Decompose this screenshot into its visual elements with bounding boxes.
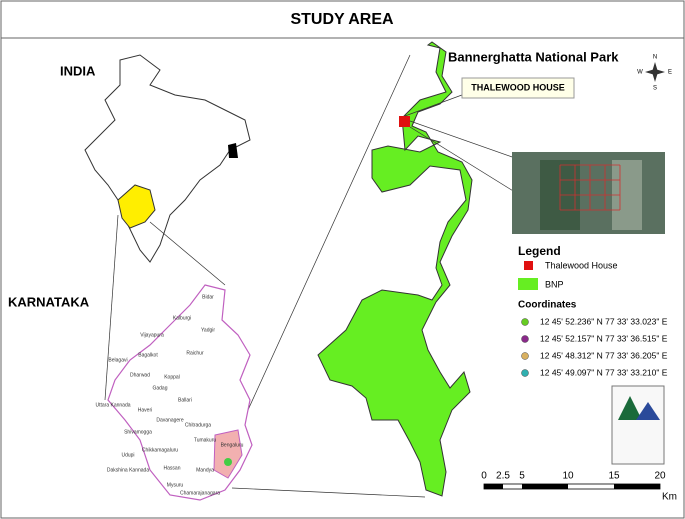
district-label: Chamarajanagara (180, 490, 220, 496)
district-label: Mysuru (167, 482, 184, 488)
connector (149, 221, 226, 286)
coordinate-dot (521, 369, 529, 377)
bengaluru-region (213, 429, 243, 479)
callout-box (461, 77, 575, 99)
district-label: Koppal (164, 374, 180, 380)
district-label: Udupi (121, 452, 134, 458)
scale-label: 15 (608, 471, 620, 482)
coordinate-dot (521, 318, 529, 326)
coordinate-dot (521, 352, 529, 360)
bnp-location (224, 458, 232, 466)
district-label: Hassan (164, 465, 181, 471)
coordinate-text: 12 45' 48.312" N 77 33' 36.205" E (540, 350, 668, 360)
legend-title: Legend (518, 244, 561, 258)
district-label: Belagavi (108, 357, 127, 363)
district-label: Vijayapura (140, 332, 164, 338)
connector (104, 214, 119, 401)
scale-segment (484, 484, 503, 489)
karnataka-highlight (117, 184, 156, 229)
karnataka-label: KARNATAKA (8, 294, 90, 309)
logo-art (636, 402, 660, 420)
scale-label: 0 (481, 471, 487, 482)
coordinates-title: Coordinates (518, 300, 577, 311)
district-label: Davanagere (156, 417, 183, 423)
connector (231, 54, 411, 446)
satellite-image (512, 152, 665, 234)
legend-swatch (518, 278, 538, 290)
scale-label: 5 (519, 471, 525, 482)
district-label: Gadag (152, 385, 167, 391)
district-label: Mandya (196, 467, 214, 473)
coordinate-dot (521, 335, 529, 343)
coordinate-text: 12 45' 52.157" N 77 33' 36.515" E (540, 333, 668, 343)
legend-item: Thalewood House (545, 260, 618, 270)
coordinate-text: 12 45' 52.236" N 77 33' 33.023" E (540, 316, 668, 326)
title: STUDY AREA (290, 11, 394, 28)
india-detail (228, 143, 238, 158)
district-label: Uttara Kannada (95, 402, 130, 408)
park-title: Bannerghatta National Park (448, 49, 619, 64)
compass: N S E W (637, 55, 672, 92)
scale-label: 20 (654, 471, 666, 482)
district-label: Yadgir (201, 327, 215, 333)
scale-segment (522, 484, 568, 489)
scale-label: 2.5 (496, 471, 510, 482)
compass-w: W (637, 70, 643, 76)
bnp-boundary (317, 41, 473, 497)
compass-s: S (653, 86, 657, 92)
india-label: INDIA (60, 63, 96, 78)
district-label: Raichur (186, 350, 204, 356)
district-label: Bengaluru (221, 442, 244, 448)
logo-art (618, 396, 642, 420)
logo (611, 385, 665, 465)
district-label: Haveri (138, 407, 152, 413)
district-label: Bagalkot (138, 352, 158, 358)
district-label: Ballari (178, 397, 192, 403)
coordinate-text: 12 45' 49.097" N 77 33' 33.210" E (540, 367, 668, 377)
legend-item: BNP (545, 279, 564, 289)
connector (231, 487, 426, 498)
legend-swatch (524, 261, 533, 270)
district-label: Tumakuru (194, 437, 217, 443)
district-label: Shivamogga (124, 429, 152, 435)
scale-bar: 0 2.5 5 10 15 20 Km (481, 471, 677, 503)
district-label: Dakshina Kannada (107, 467, 149, 473)
scale-unit: Km (662, 492, 677, 503)
callout-text: THALEWOOD HOUSE (471, 82, 565, 92)
connector (409, 120, 516, 159)
district-label: Chitradurga (185, 422, 211, 428)
callout-line (404, 91, 471, 117)
thalewood-marker (399, 116, 410, 127)
scale-segment (614, 484, 660, 489)
scale-label: 10 (562, 471, 574, 482)
compass-n: N (653, 55, 657, 61)
district-label: Kalburgi (173, 315, 191, 321)
district-label: Dharwad (130, 372, 150, 378)
district-label: Chikkamagaluru (142, 447, 178, 453)
district-label: Bidar (202, 294, 214, 300)
compass-e: E (668, 70, 672, 76)
survey-grid (559, 164, 621, 211)
